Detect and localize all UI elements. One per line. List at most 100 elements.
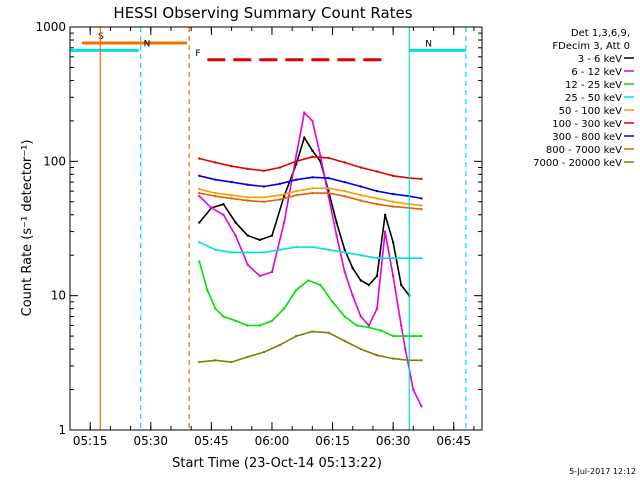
data-point [319,283,322,287]
series-line-50-100-kev [199,187,422,207]
data-point [383,213,387,216]
data-point [270,234,274,237]
data-point [222,213,225,216]
data-point [391,174,395,177]
legend-entry: 6 - 12 keV [571,67,622,78]
data-point [214,178,217,181]
data-point [391,205,395,208]
data-point [303,111,306,114]
data-point [198,360,201,364]
data-point [375,307,379,310]
x-tick-label: 06:00 [255,434,290,448]
data-point [359,166,362,169]
data-point [230,194,233,197]
data-point [262,169,266,172]
legend-entry: 7000 - 20000 keV [533,158,622,169]
data-point [412,334,415,338]
data-point [230,180,233,184]
data-point [198,174,201,177]
y-tick-label: 1 [58,423,66,437]
data-point [246,263,249,266]
series-7000-20000-kev [198,330,423,364]
data-point [379,329,383,332]
data-point [303,136,306,139]
data-point [278,194,282,197]
data-point [282,221,286,224]
data-point [351,267,354,270]
series-line-12-25-kev [198,261,422,337]
data-point [246,199,249,202]
data-point [258,274,261,278]
data-point [311,191,314,195]
legend-entry: 300 - 800 keV [552,132,622,143]
x-tick-label: 05:45 [194,434,229,448]
data-point [359,254,362,257]
flag-bar-label: N [144,39,151,49]
flag-bar-n-1: N [70,39,151,52]
data-point [214,248,217,251]
series-group [198,111,423,408]
data-point [420,257,423,260]
data-point [327,187,330,190]
data-point [311,245,314,249]
data-point [311,119,314,123]
legend: Det 1,3,6,9, FDecim 3, Att 0 3 - 6 keV 6 - … [533,28,634,169]
data-point [327,195,330,198]
data-point [278,198,282,201]
data-point [278,343,282,347]
data-point [246,251,249,254]
series-6-12-kev [198,111,423,408]
data-point [234,221,237,224]
data-point [391,257,395,260]
data-point [343,248,346,251]
data-point [375,170,379,173]
chart-title: HESSI Observing Summary Count Rates [113,4,412,22]
data-point [278,182,282,185]
data-point [230,251,233,254]
data-point [270,319,274,322]
legend-header: Det 1,3,6,9, [571,28,630,39]
data-point [222,315,225,318]
data-point [307,279,310,282]
x-tick-label: 05:15 [73,434,108,448]
legend-entry: 3 - 6 keV [578,54,622,65]
data-point [295,194,298,197]
data-point [343,339,346,343]
data-point [404,347,407,351]
data-point [367,326,371,329]
series-line-3-6-kev [198,135,410,297]
flag-bar-s-0: S [82,32,188,45]
flag-bar-label: S [98,32,104,42]
data-point [327,248,330,251]
data-point [262,200,266,203]
data-point [210,206,213,210]
data-point [198,260,201,263]
data-point [282,307,286,310]
data-point [278,166,282,169]
data-point [262,251,266,254]
series-line-7000-20000-kev [199,330,422,363]
x-tick-label: 05:30 [133,434,168,448]
data-point [214,161,217,164]
data-point [278,248,282,251]
data-point [295,154,298,157]
data-point [311,187,314,190]
data-point [214,307,217,310]
data-point [375,197,379,200]
data-point [335,221,338,224]
data-point [214,359,217,362]
data-point [391,200,395,203]
data-point [359,315,362,318]
data-point [198,195,201,198]
data-point [311,176,314,179]
data-point [311,330,314,333]
data-point [295,334,298,338]
data-point [383,230,387,233]
data-point [343,315,346,318]
data-point [343,270,346,274]
flag-bar-n-2: N [409,39,466,52]
data-point [214,191,217,195]
x-tick-label: 06:45 [436,434,471,448]
